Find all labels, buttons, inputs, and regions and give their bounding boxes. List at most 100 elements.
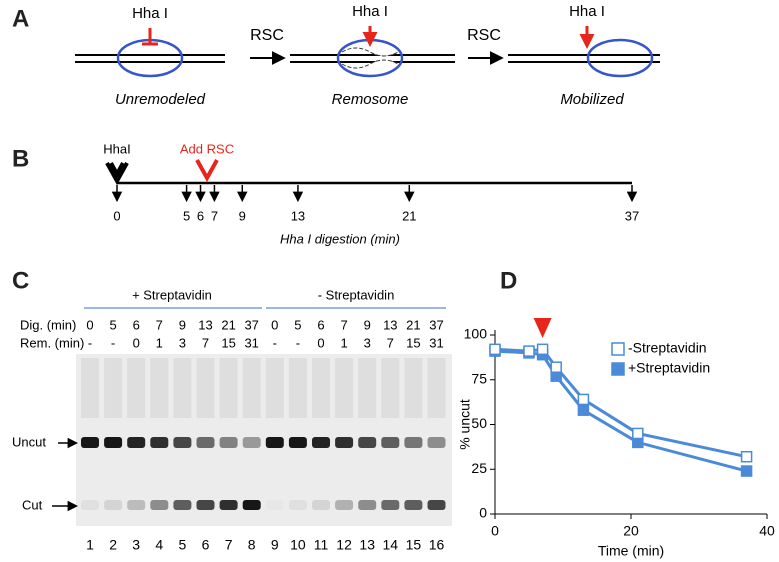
lane-number: 4 (155, 537, 163, 553)
lane-number: 16 (429, 537, 445, 553)
point (577, 393, 590, 406)
legend-label: -Streptavidin (628, 340, 707, 356)
lane-number: 7 (225, 537, 233, 553)
smear (358, 358, 377, 418)
cut-band (381, 500, 400, 510)
point (740, 465, 753, 477)
dig-time: 37 (244, 317, 258, 332)
panel-letter: D (500, 267, 517, 294)
rem-time: 0 (317, 335, 324, 350)
point (577, 404, 590, 416)
smear (104, 358, 123, 418)
smear (381, 358, 400, 418)
rem-time: 15 (406, 335, 420, 350)
cut-band (288, 500, 307, 510)
state-label: Mobilized (560, 91, 624, 108)
nucleosome (116, 38, 654, 78)
uncut-band (312, 437, 330, 448)
point (740, 450, 753, 463)
legend-label: +Streptavidin (628, 360, 710, 376)
uncut-band (150, 437, 169, 448)
lane-number: 3 (132, 537, 140, 553)
cut-band (219, 500, 238, 510)
dig-time: 37 (429, 317, 443, 332)
lane-number: 15 (406, 537, 422, 553)
cut-band (173, 500, 192, 510)
time-label: 9 (239, 208, 246, 223)
lane-number: 1 (86, 537, 94, 553)
cut-band (427, 500, 446, 510)
cut-band (104, 500, 123, 510)
uncut-band (242, 437, 261, 448)
uncut-band (104, 437, 123, 448)
uncut-band (288, 437, 307, 448)
lane-number: 8 (248, 537, 256, 553)
cut-band (266, 500, 284, 510)
smear (127, 358, 146, 418)
time-label: 37 (625, 208, 639, 223)
uncut-band (196, 437, 215, 448)
state-label: Remosome (332, 91, 409, 108)
panel-letter: C (12, 267, 29, 294)
uncut-band (358, 437, 377, 448)
lane-number: 5 (179, 537, 187, 553)
smear (265, 358, 284, 418)
lane-number: 2 (109, 537, 117, 553)
lane-number: 13 (359, 537, 375, 553)
lane-number: 12 (336, 537, 352, 553)
cut-band (150, 500, 169, 510)
cut-band (335, 500, 354, 510)
time-label: 7 (211, 208, 218, 223)
rem-time: - (111, 335, 115, 350)
hha-site (142, 26, 595, 49)
axis-label: Hha I digestion (min) (280, 231, 400, 246)
lane-number: 11 (314, 537, 329, 553)
uncut-band (265, 437, 284, 448)
cut-band (358, 500, 377, 510)
dna (75, 54, 660, 63)
x-tick-label: 20 (623, 523, 639, 539)
enzyme-label: Hha I (352, 3, 388, 20)
uncut-band (81, 437, 99, 448)
row-label: Rem. (min) (20, 335, 84, 350)
lane-number: 9 (271, 537, 279, 553)
group-label: + Streptavidin (132, 287, 212, 302)
rem-time: 1 (156, 335, 163, 350)
rem-time: 3 (364, 335, 371, 350)
rem-time: 3 (179, 335, 186, 350)
add-arrow (195, 159, 219, 183)
point (536, 343, 549, 356)
cut-band (312, 500, 330, 510)
dig-time: 21 (406, 317, 420, 332)
panel-letter: B (12, 145, 29, 172)
x-tick-label: 40 (759, 523, 775, 539)
unwrapped-dna (341, 47, 399, 69)
time-label: 6 (197, 208, 204, 223)
rem-time: 7 (387, 335, 394, 350)
smear (81, 358, 99, 418)
enzyme-arrow (105, 162, 129, 186)
rsc-arrow (533, 318, 552, 338)
point (632, 427, 644, 440)
smear (404, 358, 423, 418)
rem-time: 31 (244, 335, 258, 350)
enzyme-label: Hha I (132, 5, 168, 22)
legend-swatch (611, 342, 625, 356)
y-tick-label: 75 (471, 370, 487, 386)
state-label: Unremodeled (115, 91, 206, 108)
uncut-band (219, 437, 238, 448)
cut-band (127, 500, 146, 510)
panel-letter: A (12, 5, 29, 32)
rem-time: - (296, 335, 300, 350)
cut-band (196, 500, 215, 510)
x-tick-label: 0 (491, 523, 499, 539)
uncut-band (127, 437, 146, 448)
smear (196, 358, 215, 418)
smear (335, 358, 354, 418)
smear (173, 358, 192, 418)
x-axis-label: Time (min) (598, 543, 664, 559)
dig-time: 6 (317, 317, 324, 332)
y-axis-label: % uncut (457, 399, 473, 450)
cut-band (81, 500, 99, 510)
